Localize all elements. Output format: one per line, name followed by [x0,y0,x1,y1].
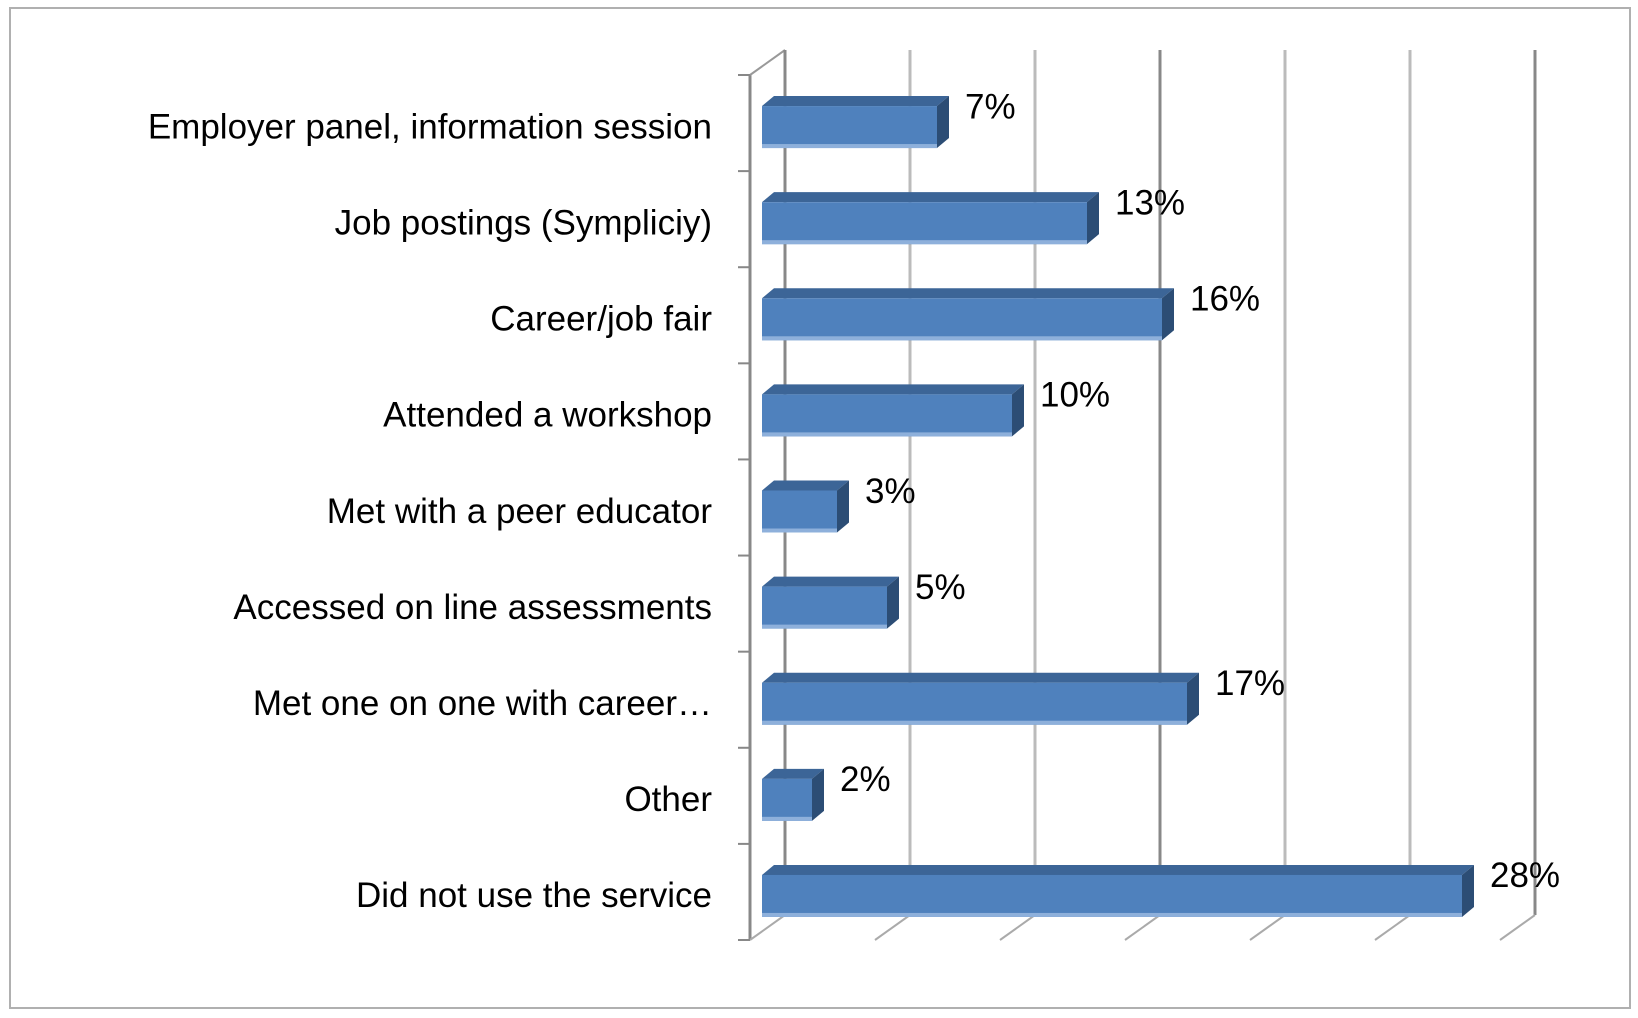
bar-face [762,240,1087,245]
data-label: 16% [1190,280,1260,319]
data-label: 10% [1040,376,1110,415]
bar [762,864,1474,917]
bar-face [812,768,824,821]
bar-face [762,394,1012,437]
bar [762,384,1024,437]
bar-face [762,720,1187,725]
bar-face [762,432,1012,437]
bar [762,288,1174,341]
bar-face [762,144,937,149]
bar-face [762,682,1187,725]
bar-face [1012,384,1024,437]
bar-face [762,586,887,629]
y-tick-label: Other [624,780,712,819]
y-tick-label: Met with a peer educator [327,492,713,531]
bar [762,96,949,149]
floor-grid-line [1499,914,1536,941]
floor-grid-line [1374,914,1411,941]
bar-face [937,96,949,149]
floor-grid-line [1124,914,1161,941]
bar-face [762,912,1462,917]
bar-face [762,480,849,491]
bar-face [762,576,899,587]
y-tick-label: Employer panel, information session [148,107,712,146]
y-tick-label: Job postings (Sympliciy) [335,203,712,242]
y-tick-label: Met one on one with career… [253,684,712,723]
y-tick-label: Attended a workshop [383,396,712,435]
bar-face [762,202,1087,245]
floor-grid-line [999,914,1036,941]
data-label: 17% [1215,664,1285,703]
bar [762,768,824,821]
left-wall-top [749,49,786,76]
data-label: 28% [1490,856,1560,895]
bar-face [762,528,837,533]
floor-grid-line [874,914,911,941]
bar-face [762,298,1162,341]
bar-face [762,768,824,779]
floor-grid-line [1249,914,1286,941]
bar-face [762,864,1474,875]
bar [762,480,849,533]
y-tick-label: Did not use the service [356,876,712,915]
bar-face [762,624,887,629]
bar [762,672,1199,725]
bar-face [837,480,849,533]
bar-face [762,106,937,149]
bar-face [762,96,949,107]
floor-grid-line [749,914,786,941]
data-label: 3% [865,472,916,511]
bar [762,192,1099,245]
bar-face [887,576,899,629]
bar-face [762,672,1199,683]
bar-face [762,778,812,821]
data-label: 13% [1115,183,1185,222]
bar-face [762,874,1462,917]
bar-face [762,288,1174,299]
bar-face [1187,672,1199,725]
bar-face [1087,192,1099,245]
bar-face [762,192,1099,203]
data-label: 7% [965,87,1016,126]
bar-face [762,816,812,821]
data-label: 2% [840,760,891,799]
bar-face [762,336,1162,341]
bar-face [1162,288,1174,341]
bar [762,576,899,629]
y-tick-label: Accessed on line assessments [233,588,712,627]
bar-face [1462,864,1474,917]
bar-face [762,384,1024,395]
y-tick-label: Career/job fair [490,300,712,339]
data-label: 5% [915,568,966,607]
bar-face [762,490,837,533]
